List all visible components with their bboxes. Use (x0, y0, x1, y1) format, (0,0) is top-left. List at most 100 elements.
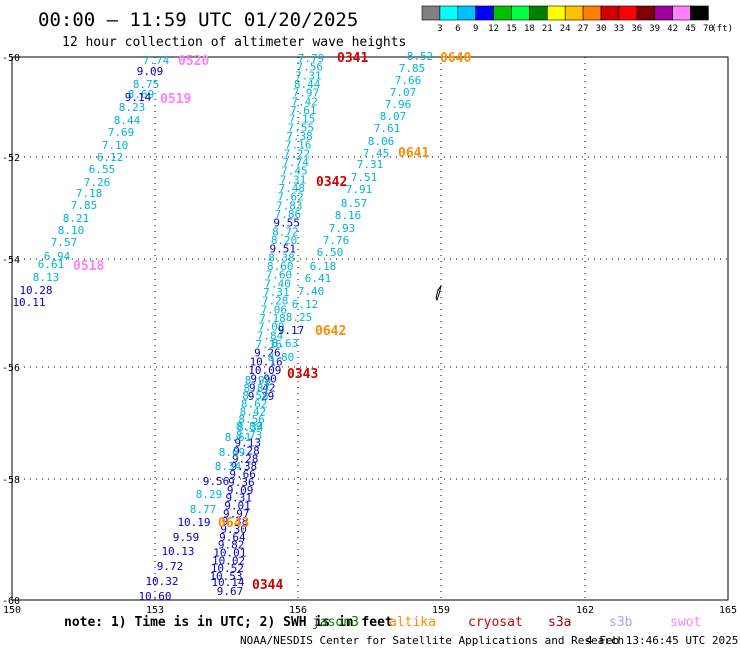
wave-height-value: 9.30 (220, 523, 247, 536)
longitude-label: 153 (146, 605, 164, 616)
wave-height-value: 7.85 (71, 199, 98, 212)
wave-height-value: 9.67 (217, 585, 244, 598)
wave-height-value: 8.20 (271, 234, 298, 247)
wave-height-value: 10.19 (177, 516, 210, 529)
wave-height-value: 6.94 (44, 250, 71, 263)
wave-height-value: 7.40 (264, 277, 291, 290)
wave-height-value: 9.01 (224, 499, 251, 512)
wave-height-value: 6.55 (89, 163, 116, 176)
wave-height-value: 7.48 (279, 182, 306, 195)
wave-height-value: 6.50 (317, 246, 344, 259)
wave-height-value: 8.89 (236, 420, 263, 433)
wave-height-value: 7.45 (281, 165, 308, 178)
legend-label: 27 (578, 24, 589, 34)
wave-height-value: 8.87 (243, 382, 270, 395)
pass-label: 0342 (316, 175, 347, 190)
wave-height-value: 7.22 (284, 147, 311, 160)
legend-label: 21 (542, 24, 553, 34)
wave-height-value: 7.26 (84, 176, 111, 189)
wave-height-value: 8.06 (368, 135, 395, 148)
wave-height-value: 10.14 (211, 576, 244, 589)
wave-height-value: 8.42 (240, 405, 267, 418)
wave-height-value: 8.13 (33, 271, 60, 284)
longitude-label: 159 (432, 605, 450, 616)
pass-label: 0641 (398, 146, 429, 161)
wave-height-value: 7.74 (282, 156, 309, 169)
legend-label: 6 (455, 24, 460, 34)
legend-swatch (672, 5, 691, 21)
wave-height-value: 7.76 (323, 234, 350, 247)
satellite-name: s3b (609, 615, 633, 630)
wave-height-value: 7.79 (298, 52, 325, 65)
latitude-label: -52 (2, 153, 20, 164)
longitude-label: 150 (3, 605, 21, 616)
wave-height-value: 9.64 (219, 531, 246, 544)
legend-label: 39 (649, 24, 660, 34)
wave-height-value: 7.18 (76, 187, 103, 200)
wave-height-value: 9.26 (254, 347, 281, 360)
wave-height-value: 7.83 (276, 199, 303, 212)
wave-height-value: 7.97 (293, 87, 320, 100)
legend-label: 30 (596, 24, 607, 34)
wave-height-value: 7.16 (285, 139, 312, 152)
latitude-labels: -50 -52 -54 -56 -58 -60 (2, 53, 20, 607)
wave-height-value: 10.02 (212, 554, 245, 567)
wave-height-value: 9.56 (203, 475, 230, 488)
wave-height-value: 7.91 (346, 183, 373, 196)
map-frame (11, 56, 729, 601)
wave-height-value: 9.82 (218, 539, 245, 552)
wave-height-value: 9.13 (235, 437, 262, 450)
pass-label: 0519 (160, 92, 191, 107)
pass-label: 0344 (252, 578, 283, 593)
figure-subtitle: 12 hour collection of altimeter wave hei… (62, 35, 406, 50)
pass-label: 0520 (178, 54, 209, 69)
wave-height-value: 7.55 (287, 121, 314, 134)
legend-label: 24 (560, 24, 571, 34)
wave-height-value: 7.74 (143, 54, 170, 67)
wave-height-value: 8.44 (294, 78, 321, 91)
wave-height-value: 9.55 (273, 217, 300, 230)
wave-height-value: 7.38 (286, 130, 313, 143)
wave-height-value: 10.01 (213, 546, 246, 559)
wave-height-value: 7.60 (266, 269, 293, 282)
wave-height-value: 8.38 (268, 251, 295, 264)
legend-swatch (511, 5, 530, 21)
wave-height-value: 7.51 (351, 171, 378, 184)
wave-height-value: 8.34 (215, 460, 242, 473)
wave-height-value: 10.28 (19, 284, 52, 297)
wave-height-value: 9.72 (157, 560, 184, 573)
legend-label: 42 (667, 24, 678, 34)
island-outline (435, 285, 442, 302)
legend-swatch (439, 5, 459, 21)
wave-height-value: 7.10 (102, 139, 129, 152)
wave-height-value: 7.57 (51, 236, 78, 249)
wave-height-value: 8.44 (114, 114, 141, 127)
wave-height-value: 8.23 (119, 101, 146, 114)
satellite-name: altika (389, 615, 436, 630)
wave-height-value: 7.07 (390, 86, 417, 99)
legend-label: 3 (437, 24, 442, 34)
longitude-label: 165 (719, 605, 737, 616)
satellite-tracks: 7.749.098.758.699.148.238.447.697.106.12… (12, 50, 433, 603)
wave-height-value: 7.31 (280, 173, 307, 186)
wave-height-value: 7.00 (258, 321, 285, 334)
satellite-legend: jason3 altika cryosat s3a s3b swot (312, 615, 701, 630)
wave-height-value: 10.13 (161, 545, 194, 558)
wave-height-value: 9.28 (232, 452, 259, 465)
wave-height-value: 9.28 (233, 445, 260, 458)
wave-height-value: 9.17 (278, 324, 305, 337)
wave-height-legend: 3 6 9 12 15 18 21 24 27 30 33 36 39 42 45 70(ft) (421, 5, 733, 34)
wave-height-value: 9.38 (231, 460, 258, 473)
legend-swatch (690, 5, 709, 21)
legend-swatch (618, 5, 638, 21)
legend-unit: (ft) (711, 24, 733, 34)
wave-height-value: 7.86 (275, 208, 302, 221)
figure-title: 00:00 – 11:59 UTC 01/20/2025 (38, 9, 358, 31)
wave-height-value: 10.52 (211, 562, 244, 575)
wave-height-value: 7.93 (329, 222, 356, 235)
legend-label: 33 (613, 24, 624, 34)
legend-swatch (493, 5, 512, 21)
legend-swatch (457, 5, 476, 21)
legend-label: 15 (506, 24, 517, 34)
